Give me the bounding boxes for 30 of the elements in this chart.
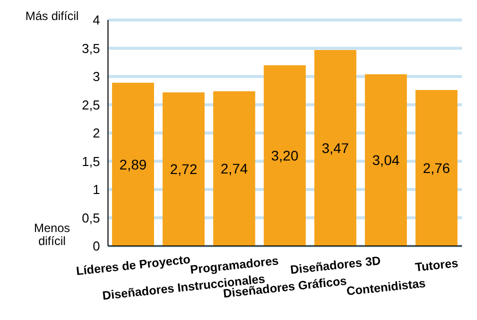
x-tick-label: Diseñadores 3D bbox=[290, 253, 382, 277]
data-label: 2,89 bbox=[119, 156, 147, 172]
bar bbox=[314, 50, 356, 246]
y-tick-label: 3 bbox=[92, 69, 100, 84]
data-label: 3,04 bbox=[372, 152, 400, 168]
y-tick-label: 3,5 bbox=[82, 40, 100, 56]
data-label: 2,74 bbox=[220, 160, 248, 177]
bar bbox=[264, 65, 306, 246]
x-tick-label: Tutores bbox=[414, 256, 460, 274]
y-tick-label: 2,5 bbox=[82, 97, 100, 112]
bar bbox=[112, 82, 154, 246]
data-label: 3,20 bbox=[271, 148, 299, 164]
y-tick-label: 1 bbox=[92, 182, 100, 198]
y-tick-label: 2 bbox=[92, 126, 100, 141]
y-tick-label: 1,5 bbox=[82, 154, 100, 169]
data-label: 2,76 bbox=[422, 160, 450, 176]
x-tick-label: Programadores bbox=[190, 254, 280, 277]
data-label: 3,47 bbox=[322, 140, 350, 156]
bar bbox=[364, 74, 407, 246]
bar bbox=[415, 90, 458, 246]
text: Más difícil bbox=[24, 9, 80, 23]
y-tick-label: 0 bbox=[92, 238, 100, 254]
text: Menos difícil bbox=[32, 221, 72, 248]
x-tick-label: Líderes de Proyecto bbox=[75, 252, 191, 278]
y-tick-label: 0,5 bbox=[82, 210, 100, 226]
y-tick-label: 4 bbox=[92, 12, 100, 28]
data-label: 2,72 bbox=[170, 161, 198, 178]
bar bbox=[213, 91, 256, 246]
bar bbox=[162, 92, 205, 246]
x-tick-label: Contenidistas bbox=[346, 276, 427, 298]
